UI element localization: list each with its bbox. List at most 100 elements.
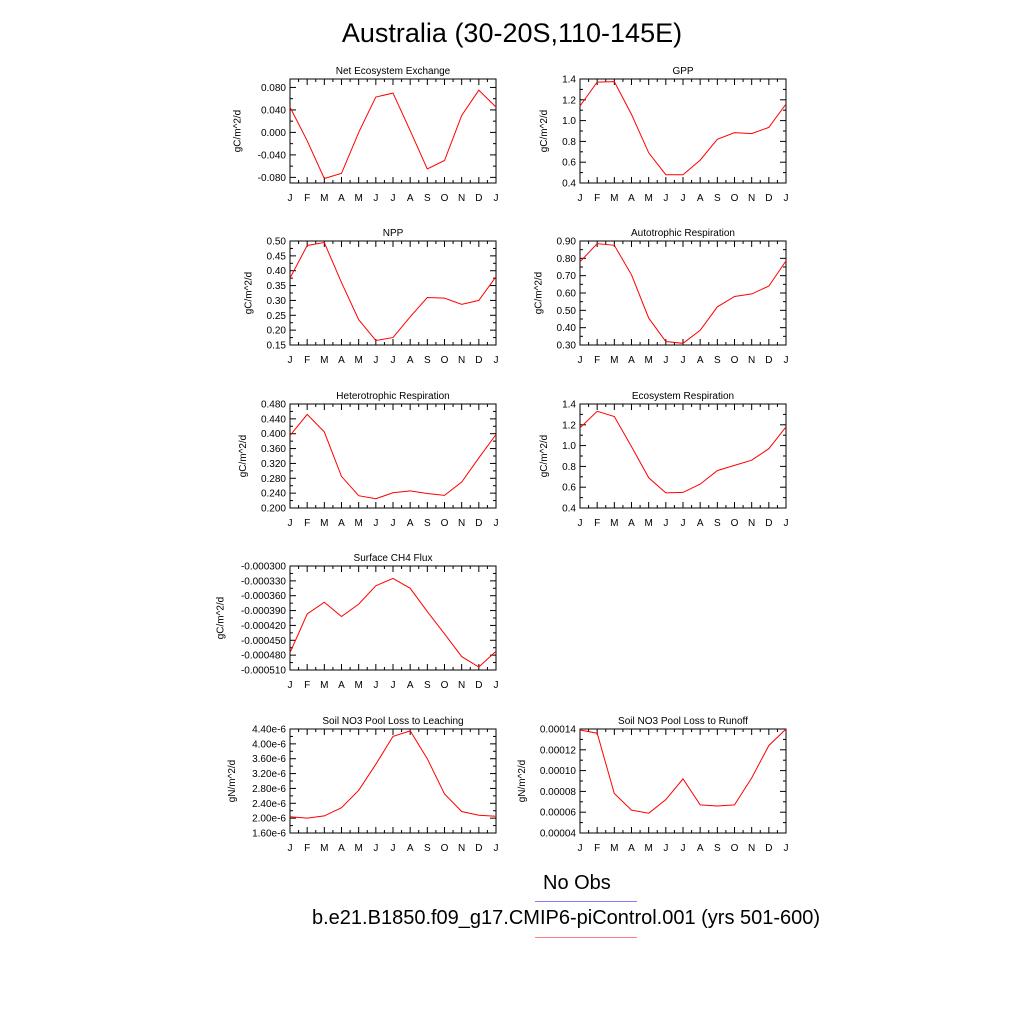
panel-title: Soil NO3 Pool Loss to Runoff: [618, 716, 748, 727]
y-tick-label: 4.40e-6: [252, 725, 286, 736]
y-tick-label: 0.440: [261, 414, 286, 425]
x-tick-label: A: [407, 518, 414, 529]
panel-frame: [289, 240, 497, 346]
series-line: [289, 413, 497, 500]
x-tick-label: F: [594, 193, 600, 204]
x-tick-label: M: [610, 355, 618, 366]
x-tick-label: J: [663, 518, 668, 529]
x-tick-label: N: [748, 843, 755, 854]
y-tick-label: 1.2: [562, 420, 576, 431]
x-tick-label: O: [441, 680, 449, 691]
x-tick-label: A: [697, 843, 704, 854]
y-tick-label: 0.60: [557, 289, 577, 300]
y-tick-label: 0.6: [562, 483, 576, 494]
y-tick-label: -0.000420: [241, 621, 286, 632]
x-tick-label: J: [288, 518, 293, 529]
x-tick-label: N: [458, 355, 465, 366]
y-axis-label: gC/m^2/d: [534, 272, 545, 315]
x-tick-label: O: [441, 193, 449, 204]
x-tick-label: A: [407, 843, 414, 854]
x-tick-label: J: [494, 355, 499, 366]
y-tick-label: 0.30: [267, 296, 287, 307]
x-tick-label: M: [610, 193, 618, 204]
x-tick-label: J: [663, 355, 668, 366]
x-tick-label: A: [338, 193, 345, 204]
x-tick-label: J: [391, 193, 396, 204]
x-tick-label: M: [610, 518, 618, 529]
y-tick-label: 2.40e-6: [252, 799, 286, 810]
y-tick-label: 0.80: [557, 254, 577, 265]
y-tick-label: 0.30: [557, 341, 577, 352]
panel-title: Soil NO3 Pool Loss to Leaching: [322, 716, 463, 727]
x-tick-label: A: [697, 193, 704, 204]
x-tick-label: M: [354, 680, 362, 691]
panel-title: Autotrophic Respiration: [631, 228, 735, 239]
series-line: [579, 410, 787, 494]
x-tick-label: D: [475, 680, 482, 691]
x-tick-label: J: [494, 193, 499, 204]
y-tick-label: 0.480: [261, 400, 286, 411]
y-tick-label: 0.080: [261, 83, 286, 94]
x-tick-label: A: [338, 518, 345, 529]
y-tick-label: 0.360: [261, 444, 286, 455]
y-tick-label: 0.4: [562, 504, 576, 515]
y-axis-label: gC/m^2/d: [232, 110, 243, 153]
y-tick-label: 0.70: [557, 271, 577, 282]
x-tick-label: A: [697, 518, 704, 529]
y-tick-label: 0.8: [562, 462, 576, 473]
panel-title: GPP: [672, 66, 693, 77]
x-tick-label: F: [304, 843, 310, 854]
y-tick-label: 0.35: [267, 281, 287, 292]
y-axis-label: gN/m^2/d: [227, 760, 238, 803]
x-tick-label: S: [424, 518, 431, 529]
x-tick-label: J: [288, 355, 293, 366]
series-line: [579, 81, 787, 176]
x-tick-label: O: [731, 193, 739, 204]
x-tick-label: M: [320, 680, 328, 691]
x-tick-label: O: [731, 843, 739, 854]
y-tick-label: 1.4: [562, 75, 576, 86]
x-tick-label: J: [784, 843, 789, 854]
x-tick-label: A: [407, 355, 414, 366]
x-tick-label: A: [407, 193, 414, 204]
x-tick-label: A: [338, 355, 345, 366]
panel-frame: [289, 728, 497, 834]
x-tick-label: O: [441, 518, 449, 529]
x-tick-label: M: [610, 843, 618, 854]
panel-title: Heterotrophic Respiration: [336, 391, 449, 402]
x-tick-label: F: [594, 518, 600, 529]
page-title: Australia (30-20S,110-145E): [341, 18, 683, 48]
x-tick-label: D: [475, 843, 482, 854]
y-tick-label: 0.00014: [540, 725, 577, 736]
x-tick-label: N: [458, 843, 465, 854]
x-tick-label: D: [475, 518, 482, 529]
y-tick-label: 0.15: [267, 341, 287, 352]
y-tick-label: -0.000450: [241, 636, 286, 647]
y-tick-label: 0.280: [261, 474, 286, 485]
x-tick-label: J: [578, 843, 583, 854]
y-tick-label: -0.000300: [241, 562, 286, 573]
series-line: [289, 89, 497, 180]
x-tick-label: A: [407, 680, 414, 691]
panel-title: NPP: [383, 228, 404, 239]
y-tick-label: 0.6: [562, 158, 576, 169]
y-tick-label: -0.080: [258, 173, 287, 184]
x-tick-label: J: [288, 193, 293, 204]
series-line: [579, 728, 787, 814]
y-tick-label: 1.4: [562, 400, 576, 411]
panel-title: Net Ecosystem Exchange: [336, 66, 451, 77]
x-tick-label: J: [373, 843, 378, 854]
y-tick-label: 0.90: [557, 237, 577, 248]
x-tick-label: F: [594, 843, 600, 854]
y-tick-label: 0.25: [267, 311, 287, 322]
x-tick-label: N: [458, 193, 465, 204]
x-tick-label: O: [441, 355, 449, 366]
x-tick-label: A: [628, 843, 635, 854]
series-line: [289, 577, 497, 668]
x-tick-label: M: [354, 843, 362, 854]
x-tick-label: J: [578, 193, 583, 204]
y-tick-label: 1.0: [562, 116, 576, 127]
